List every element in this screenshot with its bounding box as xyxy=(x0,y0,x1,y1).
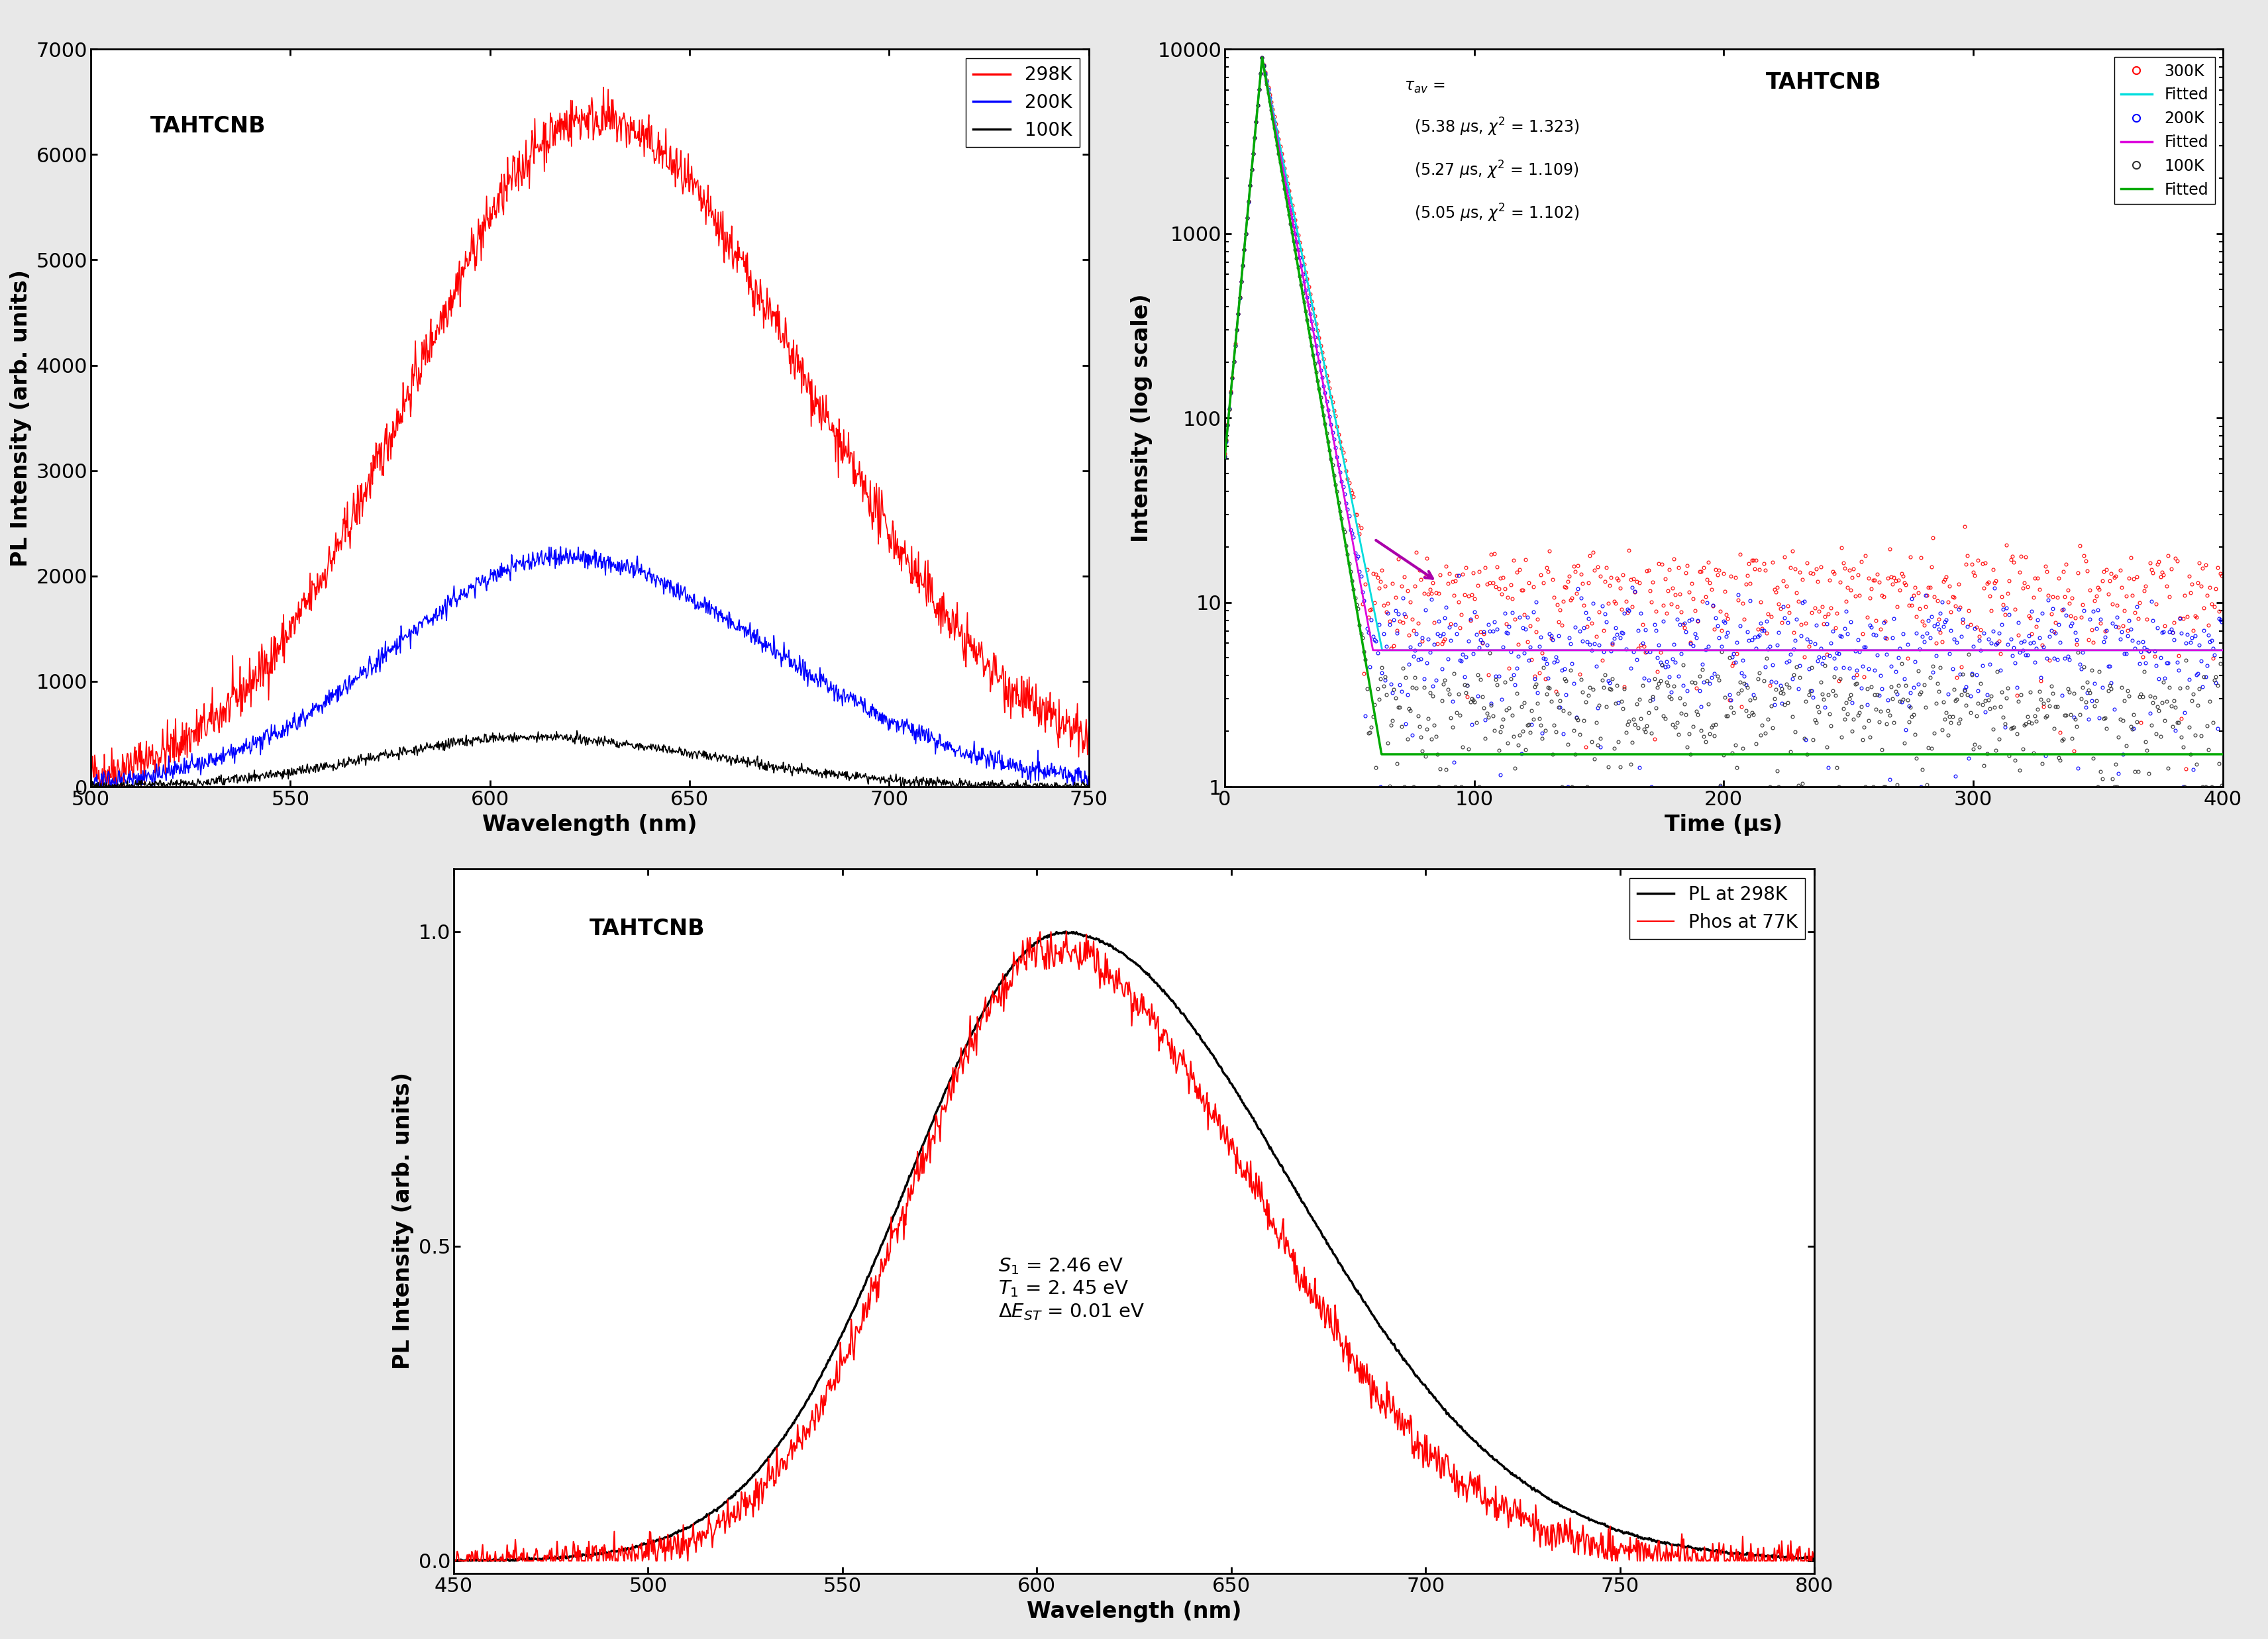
Y-axis label: PL Intensity (arb. units): PL Intensity (arb. units) xyxy=(392,1072,413,1370)
Phos at 77K xyxy=(601,1521,628,1541)
Phos at 77K xyxy=(1018,941,1046,960)
Y-axis label: PL Intensity (arb. units): PL Intensity (arb. units) xyxy=(9,269,32,567)
Text: TAHTCNB: TAHTCNB xyxy=(1765,72,1882,93)
PL at 298K xyxy=(1070,926,1098,946)
X-axis label: Wavelength (nm): Wavelength (nm) xyxy=(1027,1600,1241,1623)
Phos at 77K xyxy=(1070,933,1098,952)
PL at 298K xyxy=(1018,938,1046,957)
Text: $S_1$ = 2.46 eV
$T_1$ = 2. 45 eV
$\Delta E_{ST}$ = 0.01 eV: $S_1$ = 2.46 eV $T_1$ = 2. 45 eV $\Delta… xyxy=(998,1255,1145,1321)
PL at 298K xyxy=(440,1550,467,1570)
Phos at 77K xyxy=(544,1547,572,1567)
PL at 298K xyxy=(544,1549,572,1569)
Legend: 298K, 200K, 100K: 298K, 200K, 100K xyxy=(966,59,1080,148)
Phos at 77K xyxy=(1046,942,1073,962)
Y-axis label: Intensity (log scale): Intensity (log scale) xyxy=(1132,293,1152,543)
Line: PL at 298K: PL at 298K xyxy=(454,931,1814,1560)
X-axis label: Time (μs): Time (μs) xyxy=(1665,813,1783,836)
Phos at 77K xyxy=(1052,921,1080,941)
X-axis label: Wavelength (nm): Wavelength (nm) xyxy=(483,813,696,836)
PL at 298K xyxy=(1216,1069,1243,1088)
Text: TAHTCNB: TAHTCNB xyxy=(150,116,265,138)
Line: Phos at 77K: Phos at 77K xyxy=(454,931,1814,1560)
Text: TAHTCNB: TAHTCNB xyxy=(590,918,705,939)
Phos at 77K xyxy=(1216,1146,1243,1165)
PL at 298K xyxy=(1801,1549,1828,1569)
Text: $\tau_{av}$ =

  (5.38 $\mu$s, $\chi^2$ = 1.323)

  (5.27 $\mu$s, $\chi^2$ = 1.1: $\tau_{av}$ = (5.38 $\mu$s, $\chi^2$ = 1… xyxy=(1404,79,1579,223)
PL at 298K xyxy=(1052,921,1080,941)
Legend: PL at 298K, Phos at 77K: PL at 298K, Phos at 77K xyxy=(1631,879,1805,939)
PL at 298K xyxy=(601,1541,628,1560)
Legend: 300K, Fitted, 200K, Fitted, 100K, Fitted: 300K, Fitted, 200K, Fitted, 100K, Fitted xyxy=(2114,57,2216,203)
Phos at 77K xyxy=(440,1550,467,1570)
PL at 298K xyxy=(1046,923,1073,942)
Phos at 77K xyxy=(1801,1542,1828,1562)
